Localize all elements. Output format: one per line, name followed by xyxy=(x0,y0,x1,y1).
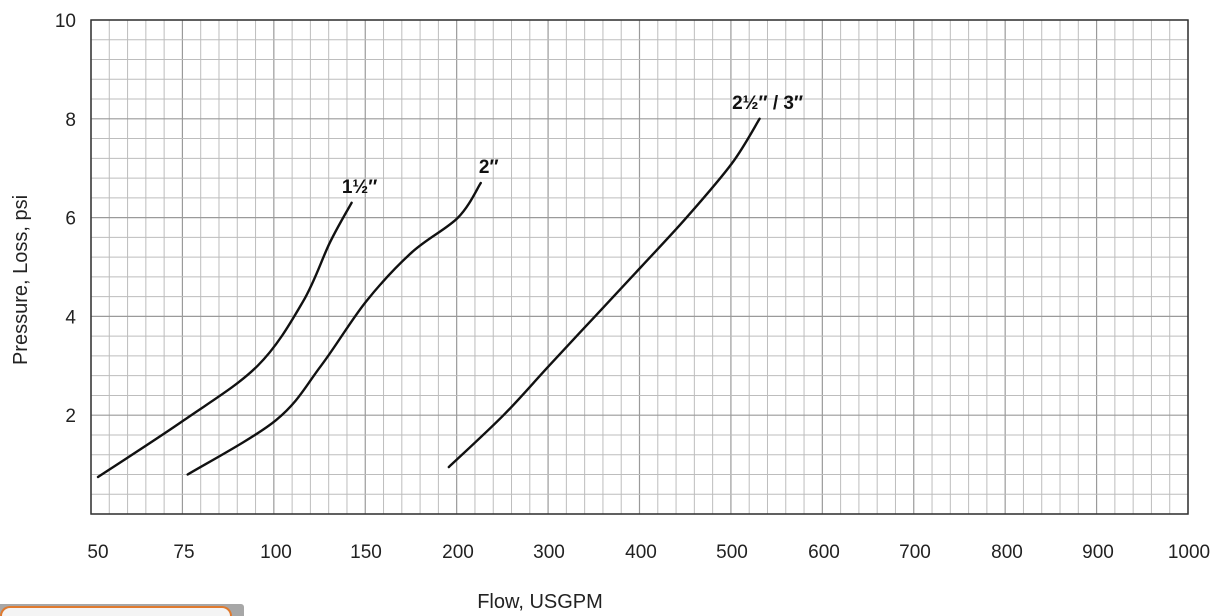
x-tick-label: 700 xyxy=(899,542,931,563)
y-tick-label: 6 xyxy=(65,209,76,230)
y-tick-label: 4 xyxy=(65,307,76,328)
x-tick-label: 150 xyxy=(350,542,382,563)
y-axis-ticks: 2 4 6 8 10 xyxy=(55,11,77,427)
x-tick-label: 300 xyxy=(533,542,565,563)
x-tick-label: 200 xyxy=(442,542,474,563)
x-tick-label: 400 xyxy=(625,542,657,563)
x-tick-label: 900 xyxy=(1082,542,1114,563)
series-label: 2½″ / 3″ xyxy=(732,93,803,114)
corner-tab xyxy=(0,606,232,616)
x-tick-label: 800 xyxy=(991,542,1023,563)
x-tick-label: 500 xyxy=(716,542,748,563)
x-axis-ticks: 50 75 100 150 200 300 400 500 600 700 800 900 1000 xyxy=(87,542,1210,563)
y-tick-label: 10 xyxy=(55,11,76,32)
series-line xyxy=(96,201,353,479)
x-tick-label: 600 xyxy=(808,542,840,563)
chart-series xyxy=(96,117,761,479)
x-tick-label: 100 xyxy=(260,542,292,563)
plot-frame xyxy=(90,19,1189,515)
series-label: 1½″ xyxy=(342,177,378,198)
x-tick-label: 1000 xyxy=(1168,542,1210,563)
x-tick-label: 50 xyxy=(87,542,108,563)
x-axis-label: Flow, USGPM xyxy=(477,591,603,613)
x-tick-label: 75 xyxy=(173,542,194,563)
y-tick-label: 2 xyxy=(65,406,76,427)
series-line xyxy=(186,181,482,476)
y-axis-label: Pressure, Loss, psi xyxy=(10,195,32,365)
series-line xyxy=(447,117,761,469)
series-labels: 1½″ 2″ 2½″ / 3″ xyxy=(342,93,803,198)
series-label: 2″ xyxy=(479,157,499,178)
y-tick-label: 8 xyxy=(65,110,76,131)
